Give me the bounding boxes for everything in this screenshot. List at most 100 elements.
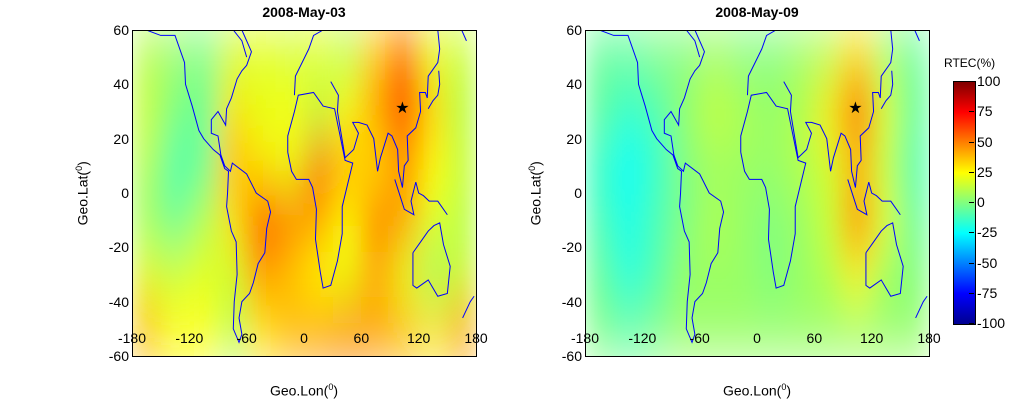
coastline — [599, 30, 723, 342]
heatmap-cell — [160, 193, 190, 249]
heatmap-cell — [390, 301, 420, 356]
y-tick-label: 60 — [113, 22, 129, 38]
heatmap-cell — [699, 138, 729, 195]
coastline — [686, 30, 927, 318]
heatmap-cell — [218, 247, 248, 304]
heatmap-cell — [189, 247, 219, 304]
heatmap-cell — [585, 30, 615, 86]
heatmap-cell — [900, 193, 929, 249]
heatmap-cell — [246, 301, 276, 356]
x-tick-label: -60 — [236, 330, 257, 346]
colorbar-tick-label: -50 — [977, 254, 998, 271]
heatmap-cell — [785, 30, 815, 86]
heatmap-cell — [447, 84, 476, 141]
heatmap-cell — [332, 301, 362, 356]
y-tick-label: -20 — [108, 239, 129, 256]
x-tick-label: -120 — [628, 330, 657, 346]
heatmap-cell — [132, 247, 162, 304]
y-tick-label: 60 — [566, 22, 582, 38]
colorbar-tick — [969, 81, 974, 82]
y-tick-label: 40 — [113, 76, 129, 93]
heatmap-cell — [361, 193, 391, 249]
map-axes: ★ — [585, 30, 930, 357]
heatmap-cell — [642, 30, 672, 86]
heatmap-cell — [361, 247, 391, 304]
degree-sup: 0 — [781, 382, 787, 392]
coastline — [288, 92, 353, 288]
heatmap-cell — [332, 30, 362, 86]
colorbar-tick — [969, 292, 974, 294]
heatmap-cell — [871, 138, 901, 195]
heatmap-cell — [757, 193, 787, 249]
heatmap-cell — [900, 301, 929, 356]
y-axis-label-text: Geo.Lat — [527, 175, 544, 226]
colorbar-tick-label: 50 — [977, 133, 993, 150]
y-tick-label: 20 — [566, 130, 582, 147]
chart-title: 2008-May-09 — [715, 4, 799, 20]
y-tick-label: -60 — [108, 348, 129, 364]
y-tick-label: -60 — [561, 348, 582, 364]
colorbar-title: RTEC(%) — [944, 56, 996, 70]
heatmap-cell — [699, 301, 729, 356]
heatmap-cell — [843, 247, 873, 304]
heatmap-cell — [642, 193, 672, 249]
heatmap-cell — [843, 301, 873, 356]
y-tick-label: 0 — [121, 185, 129, 201]
heatmap-cell — [900, 84, 929, 141]
colorbar-tick-label: -75 — [977, 284, 998, 301]
heatmap-cell — [390, 193, 420, 249]
x-tick-label: -180 — [570, 330, 600, 346]
heatmap-cell — [132, 193, 162, 249]
heatmap-cell — [757, 30, 787, 86]
x-tick-label: 120 — [859, 330, 884, 346]
heatmap-cell — [757, 247, 787, 304]
heatmap-cell — [304, 30, 334, 86]
heatmap-cell — [418, 247, 448, 304]
heatmap-cell — [246, 138, 276, 195]
heatmap-cell — [814, 138, 844, 195]
x-tick-label: 0 — [300, 330, 308, 346]
y-tick-label: -40 — [561, 293, 582, 310]
heatmap-cell — [871, 84, 901, 141]
heatmap-cell — [699, 247, 729, 304]
heatmap-cell — [447, 247, 476, 304]
degree-sup: 0 — [73, 165, 84, 171]
heatmap-cell — [447, 30, 476, 86]
coastline — [146, 30, 270, 342]
heatmap-cell — [671, 138, 701, 195]
heatmap-cell — [728, 30, 758, 86]
heatmap-cell — [613, 301, 643, 356]
heatmap-cell — [671, 30, 701, 86]
heatmap-cell — [814, 193, 844, 249]
heatmap-cell — [418, 138, 448, 195]
axes-frame — [585, 30, 930, 357]
heatmap-cell — [671, 301, 701, 356]
heatmap-cell — [699, 193, 729, 249]
colorbar-tick-label: 25 — [977, 163, 993, 180]
heatmap-cell — [418, 301, 448, 356]
x-tick-label: -60 — [689, 330, 710, 346]
heatmap-cell — [785, 247, 815, 304]
heatmap-cell — [728, 138, 758, 195]
heatmap-cell — [871, 247, 901, 304]
heatmap-cell — [218, 138, 248, 195]
heatmap-cell — [814, 247, 844, 304]
heatmap-cell — [757, 138, 787, 195]
heatmap-cell — [843, 84, 873, 141]
heatmap-cell — [160, 301, 190, 356]
heatmap-cell — [189, 193, 219, 249]
coastline — [747, 30, 892, 188]
heatmap-cell — [390, 30, 420, 86]
heatmap-cell — [246, 247, 276, 304]
heatmap-cell — [699, 30, 729, 86]
heatmap-cell — [642, 247, 672, 304]
heatmap-cell — [304, 247, 334, 304]
colorbar-tick — [969, 141, 974, 143]
heatmap-cell — [246, 30, 276, 86]
heatmap-cell — [275, 193, 305, 249]
heatmap-cell — [613, 84, 643, 141]
colorbar-tick — [969, 111, 974, 113]
heatmap-cell — [613, 193, 643, 249]
heatmap-cell — [132, 301, 162, 356]
heatmap-cell — [304, 301, 334, 356]
